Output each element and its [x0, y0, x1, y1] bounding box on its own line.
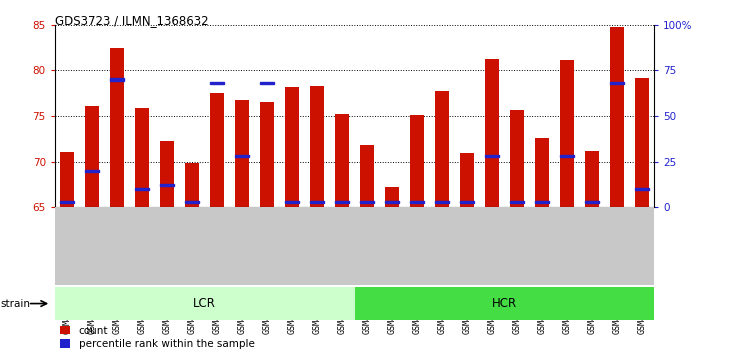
Bar — [336, 114, 349, 207]
Text: LCR: LCR — [193, 297, 216, 310]
Bar — [385, 200, 399, 203]
Bar — [285, 87, 299, 207]
Bar — [635, 78, 648, 207]
Bar — [560, 155, 574, 157]
Bar — [485, 59, 499, 207]
Bar — [635, 188, 648, 190]
Bar — [135, 108, 149, 207]
Bar — [235, 101, 249, 207]
Bar — [211, 93, 224, 207]
Bar — [260, 102, 274, 207]
Bar — [310, 86, 324, 207]
Bar — [336, 200, 349, 203]
Bar — [61, 200, 74, 203]
Bar — [435, 91, 449, 207]
Bar — [385, 187, 399, 207]
Bar — [160, 184, 174, 186]
Bar — [61, 153, 74, 207]
Bar — [535, 200, 549, 203]
Bar — [610, 27, 624, 207]
Bar — [510, 110, 523, 207]
Bar — [186, 200, 199, 203]
Bar — [160, 141, 174, 207]
Bar — [260, 82, 274, 84]
Bar — [310, 200, 324, 203]
Bar — [410, 200, 424, 203]
Bar — [410, 115, 424, 207]
Bar — [186, 163, 199, 207]
Bar — [110, 78, 124, 81]
Bar — [110, 47, 124, 207]
Bar — [535, 138, 549, 207]
Bar — [86, 106, 99, 207]
FancyBboxPatch shape — [55, 287, 355, 320]
FancyBboxPatch shape — [355, 287, 654, 320]
Text: HCR: HCR — [492, 297, 517, 310]
Bar — [560, 60, 574, 207]
Bar — [285, 200, 299, 203]
Bar — [460, 200, 474, 203]
Bar — [485, 155, 499, 157]
Bar — [86, 170, 99, 172]
Bar — [135, 188, 149, 190]
Bar — [460, 153, 474, 207]
Text: GDS3723 / ILMN_1368632: GDS3723 / ILMN_1368632 — [55, 14, 208, 27]
Text: strain: strain — [1, 298, 31, 309]
Bar — [235, 155, 249, 157]
Legend: count, percentile rank within the sample: count, percentile rank within the sample — [60, 326, 254, 349]
Bar — [435, 200, 449, 203]
Bar — [360, 200, 374, 203]
Bar — [360, 145, 374, 207]
Bar — [510, 200, 523, 203]
Bar — [211, 82, 224, 84]
Bar — [585, 152, 599, 207]
Bar — [610, 82, 624, 84]
Bar — [585, 200, 599, 203]
